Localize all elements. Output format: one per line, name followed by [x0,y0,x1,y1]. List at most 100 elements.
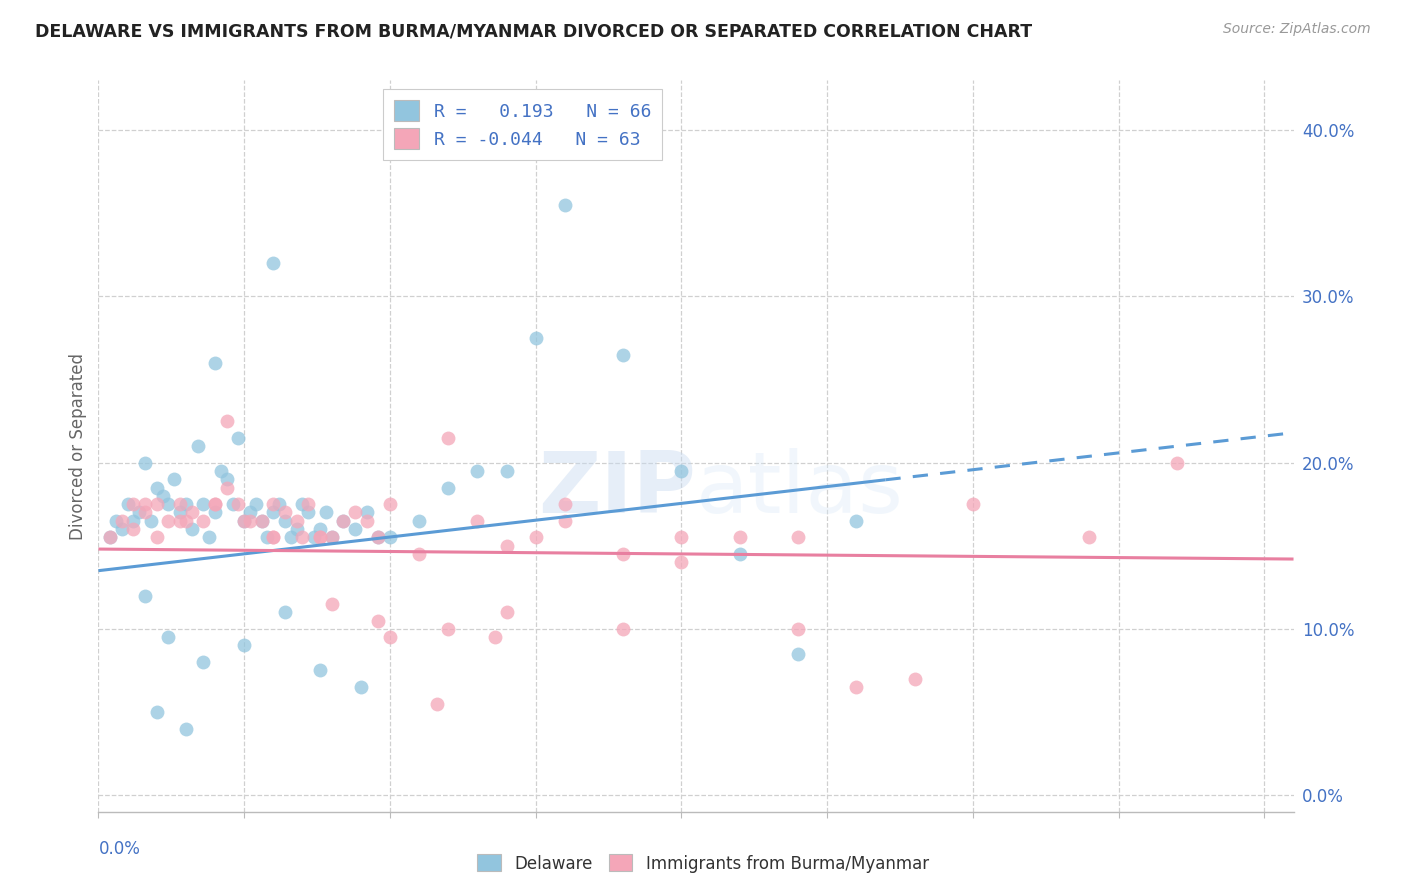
Text: ZIP: ZIP [538,449,696,532]
Point [250,514,273,528]
Point [215,414,238,428]
Point [169,497,191,511]
Point [1166,456,1188,470]
Point [111,522,134,536]
Point [378,497,401,511]
Text: atlas: atlas [696,449,904,532]
Point [408,547,430,561]
Point [554,497,576,511]
Point [437,481,460,495]
Point [117,497,139,511]
Point [367,530,389,544]
Point [157,514,180,528]
Point [262,530,284,544]
Point [467,464,489,478]
Point [332,514,354,528]
Point [134,589,156,603]
Point [262,506,284,520]
Point [728,547,751,561]
Point [256,530,278,544]
Point [356,514,378,528]
Point [239,514,262,528]
Point [367,614,389,628]
Point [297,497,319,511]
Point [145,497,167,511]
Point [903,672,925,686]
Point [962,497,984,511]
Point [554,514,576,528]
Point [233,514,256,528]
Point [269,497,291,511]
Point [193,514,215,528]
Point [321,597,343,611]
Point [274,506,297,520]
Point [98,530,121,544]
Point [437,431,460,445]
Point [157,630,180,644]
Legend: Delaware, Immigrants from Burma/Myanmar: Delaware, Immigrants from Burma/Myanmar [471,847,935,880]
Point [274,605,297,619]
Point [262,530,284,544]
Text: Source: ZipAtlas.com: Source: ZipAtlas.com [1223,22,1371,37]
Point [787,647,810,661]
Point [845,514,868,528]
Point [671,464,693,478]
Point [524,530,547,544]
Point [524,331,547,345]
Point [309,522,332,536]
Point [297,506,319,520]
Point [239,506,262,520]
Point [174,497,197,511]
Point [495,539,517,553]
Point [378,630,401,644]
Legend: R =   0.193   N = 66, R = -0.044   N = 63: R = 0.193 N = 66, R = -0.044 N = 63 [384,89,662,160]
Point [262,497,284,511]
Point [309,530,332,544]
Point [134,497,156,511]
Point [315,506,337,520]
Point [671,555,693,569]
Point [139,514,162,528]
Point [228,497,250,511]
Point [128,506,150,520]
Point [215,481,238,495]
Point [309,664,332,678]
Point [332,514,354,528]
Point [186,439,208,453]
Point [228,431,250,445]
Point [169,506,191,520]
Point [1078,530,1101,544]
Point [280,530,302,544]
Point [343,522,366,536]
Point [378,530,401,544]
Point [134,456,156,470]
Point [612,622,634,636]
Point [157,497,180,511]
Point [845,680,868,694]
Point [145,705,167,719]
Point [671,530,693,544]
Point [204,497,226,511]
Point [262,256,284,270]
Point [233,639,256,653]
Y-axis label: Divorced or Separated: Divorced or Separated [69,352,87,540]
Point [193,497,215,511]
Point [274,514,297,528]
Point [728,530,751,544]
Point [291,497,314,511]
Point [321,530,343,544]
Point [174,514,197,528]
Point [612,547,634,561]
Point [198,530,221,544]
Point [367,530,389,544]
Point [612,347,634,362]
Point [302,530,325,544]
Point [174,722,197,736]
Point [145,481,167,495]
Point [321,530,343,544]
Point [343,506,366,520]
Point [152,489,174,503]
Point [285,514,308,528]
Point [98,530,121,544]
Point [204,356,226,370]
